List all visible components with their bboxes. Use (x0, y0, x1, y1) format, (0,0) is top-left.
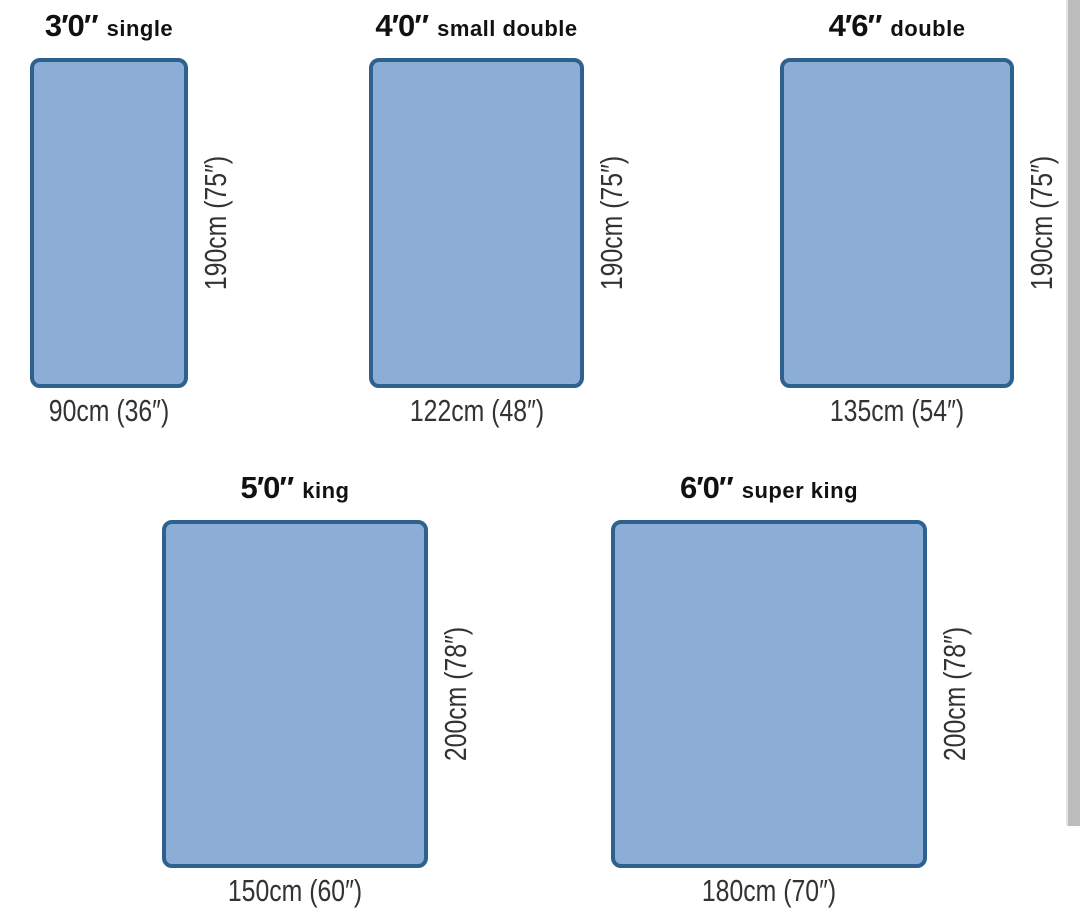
bed-single: 3′0″ single 190cm (75″) 90cm (36″) (30, 8, 233, 428)
bed-length-label: 190cm (75″) (1024, 155, 1060, 291)
bed-super-king: 6′0″ super king 200cm (78″) 180cm (70″) (611, 470, 972, 908)
bed-name: super king (741, 478, 859, 503)
bed-title: 3′0″ single (45, 8, 173, 44)
bed-name: double (890, 16, 966, 41)
bed-length-label: 200cm (78″) (438, 626, 474, 762)
bed-title: 4′6″ double (829, 8, 966, 44)
bed-width-label: 150cm (60″) (227, 873, 363, 908)
bed-rectangle (369, 58, 584, 388)
bed-size-feet: 6′0″ (679, 470, 734, 505)
bed-width-label: 135cm (54″) (829, 393, 965, 428)
bed-rectangle (30, 58, 188, 388)
bed-title: 4′0″ small double (375, 8, 577, 44)
bed-title: 5′0″ king (241, 470, 350, 506)
bed-name: single (106, 16, 174, 41)
bed-width-label: 90cm (36″) (48, 393, 170, 428)
bed-king: 5′0″ king 200cm (78″) 150cm (60″) (162, 470, 473, 908)
bed-size-feet: 4′0″ (375, 8, 429, 43)
bed-title: 6′0″ super king (680, 470, 858, 506)
scrollbar-track[interactable] (1066, 0, 1080, 826)
bed-length-label: 200cm (78″) (937, 626, 973, 762)
bed-rectangle (162, 520, 428, 868)
bed-width-label: 122cm (48″) (409, 393, 544, 428)
bed-name: king (302, 478, 350, 503)
bed-size-feet: 3′0″ (44, 8, 99, 43)
bed-length-label: 190cm (75″) (594, 155, 630, 291)
bed-size-feet: 5′0″ (240, 470, 295, 505)
bed-name: small double (437, 16, 578, 41)
bed-size-feet: 4′6″ (828, 8, 883, 43)
bed-rectangle (611, 520, 927, 868)
bed-length-label: 190cm (75″) (198, 155, 234, 291)
bed-small-double: 4′0″ small double 190cm (75″) 122cm (48″) (369, 8, 629, 428)
bed-rectangle (780, 58, 1014, 388)
bed-double: 4′6″ double 190cm (75″) 135cm (54″) (780, 8, 1059, 428)
bed-width-label: 180cm (70″) (701, 873, 837, 908)
